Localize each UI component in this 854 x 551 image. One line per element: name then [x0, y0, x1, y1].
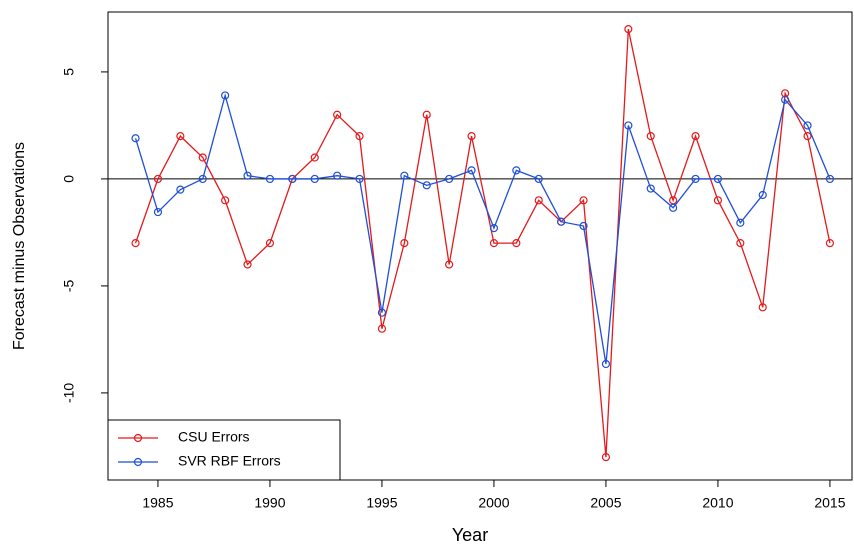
data-point: [131, 239, 140, 248]
data-point: [445, 174, 454, 184]
data-point: [669, 203, 678, 212]
data-point: [310, 174, 319, 184]
data-point: [803, 132, 812, 141]
legend-marker: [133, 457, 143, 467]
data-point: [265, 239, 275, 248]
data-point: [198, 153, 207, 162]
data-point: [243, 260, 252, 269]
data-point: [400, 239, 409, 248]
data-point: [736, 218, 745, 227]
x-tick-label: 2005: [590, 495, 621, 511]
legend-label: CSU Errors: [178, 429, 250, 445]
legend-marker: [133, 433, 143, 443]
data-point: [333, 110, 342, 119]
data-point: [534, 196, 543, 205]
data-point: [646, 132, 655, 141]
data-point: [422, 110, 431, 119]
data-point: [803, 121, 812, 130]
data-point: [646, 184, 655, 193]
x-tick-label: 1985: [142, 495, 173, 511]
data-point: [534, 174, 543, 184]
data-point: [624, 25, 633, 34]
data-point: [781, 95, 790, 104]
data-point: [176, 185, 185, 194]
data-point: [579, 221, 588, 231]
data-point: [489, 239, 499, 248]
data-point: [422, 181, 431, 190]
data-point: [713, 174, 723, 184]
series-line: [134, 92, 831, 365]
data-point: [445, 260, 454, 269]
data-point: [512, 166, 521, 175]
data-point: [557, 217, 566, 226]
data-point: [153, 174, 163, 184]
data-point: [624, 121, 633, 130]
legend-box: [107, 419, 341, 481]
y-axis-label: Forecast minus Observations: [11, 142, 28, 350]
data-point: [131, 134, 140, 143]
y-tick-label: 5: [61, 68, 77, 76]
legend-label: SVR RBF Errors: [178, 453, 281, 469]
data-point: [198, 174, 207, 184]
data-point: [489, 224, 499, 233]
series-line: [134, 28, 831, 458]
y-tick-label: -10: [61, 383, 77, 403]
data-point: [601, 453, 611, 462]
data-point: [221, 196, 230, 205]
plot-frame: [107, 11, 853, 481]
data-point: [153, 207, 163, 217]
x-tick-label: 2000: [478, 495, 509, 511]
data-point: [691, 174, 700, 184]
data-point: [355, 174, 364, 184]
data-point: [512, 239, 521, 248]
data-point: [758, 190, 767, 200]
data-point: [243, 171, 252, 180]
data-point: [825, 174, 835, 184]
x-tick-label: 1995: [366, 495, 397, 511]
data-point: [758, 303, 767, 312]
data-point: [377, 308, 387, 317]
x-tick-label: 2010: [702, 495, 733, 511]
data-point: [467, 166, 476, 175]
legend: CSU Errors SVR RBF Errors: [107, 419, 341, 481]
data-point: [736, 239, 745, 248]
data-point: [400, 171, 409, 180]
x-tick-label: 2015: [814, 495, 845, 511]
data-point: [265, 174, 275, 184]
x-axis-label: Year: [452, 525, 488, 545]
data-point: [825, 239, 835, 248]
x-tick-label: 1990: [254, 495, 285, 511]
y-tick-label: 0: [61, 175, 77, 183]
data-point: [355, 132, 364, 141]
data-point: [691, 132, 700, 141]
data-point: [333, 171, 342, 180]
data-point: [221, 91, 230, 100]
data-point: [713, 196, 723, 205]
data-point: [467, 132, 476, 141]
data-point: [579, 196, 588, 205]
data-point: [601, 359, 611, 369]
y-tick-label: -5: [61, 279, 77, 292]
data-point: [310, 153, 319, 162]
data-point: [288, 174, 297, 184]
data-point: [377, 324, 387, 333]
data-point: [176, 132, 185, 141]
